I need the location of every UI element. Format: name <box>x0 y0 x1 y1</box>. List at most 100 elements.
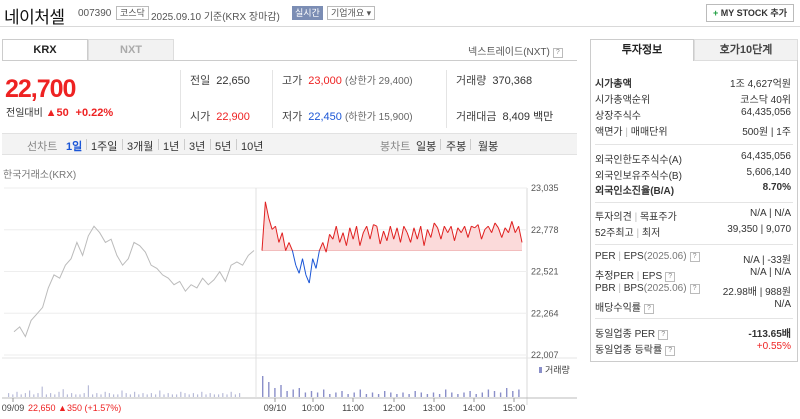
up-series-segment <box>453 227 459 241</box>
volume-bar <box>92 394 94 397</box>
volume-bar <box>155 394 157 397</box>
period-5y[interactable]: 5년 <box>215 141 232 153</box>
up-series-segment <box>342 232 347 246</box>
help-icon[interactable]: ? <box>658 330 669 340</box>
volume-bar <box>268 382 270 397</box>
foreign-hold-value: 5,606,140 <box>746 167 792 178</box>
help-icon[interactable]: ? <box>665 272 676 282</box>
rank-row: 시가총액순위 코스닥 40위 <box>595 91 791 106</box>
industry-rate-value: +0.55% <box>756 341 791 352</box>
period-3y[interactable]: 3년 <box>189 141 206 153</box>
volume-bar <box>218 394 220 397</box>
help-icon[interactable]: ? <box>689 252 700 262</box>
divider <box>158 139 159 150</box>
up-series-segment <box>386 226 391 241</box>
volume-bar <box>414 391 416 397</box>
volume-bar <box>50 393 52 397</box>
up-series-segment <box>406 232 412 243</box>
period-weekly[interactable]: 주봉 <box>446 141 467 153</box>
up-series-segment <box>399 226 405 243</box>
volume-bar <box>205 394 207 397</box>
volume-bar <box>402 392 404 397</box>
divider <box>236 139 237 150</box>
tab-nxt[interactable]: NXT <box>88 39 174 61</box>
x-tick-label: 15:00 <box>503 403 526 413</box>
help-icon[interactable]: ? <box>665 346 676 356</box>
market-cap-label: 시가총액 <box>595 79 632 90</box>
realtime-button[interactable]: 실시간 <box>292 6 323 20</box>
trade-unit-label: 매매단위 <box>630 127 668 138</box>
up-series-segment <box>487 225 493 233</box>
industry-per-label: 동일업종 PER <box>595 329 656 340</box>
divider <box>272 70 273 128</box>
period-1y[interactable]: 1년 <box>163 141 180 153</box>
volume-bar <box>359 389 361 397</box>
volume-bar <box>420 392 422 397</box>
volume-bar <box>134 391 136 397</box>
volume-bar <box>493 391 496 397</box>
period-3m[interactable]: 3개월 <box>127 141 154 153</box>
nextrade-label: 넥스트레이드(NXT)? <box>468 43 563 58</box>
volume: 거래량 370,368 <box>456 72 532 88</box>
divider <box>122 139 123 150</box>
divider <box>2 60 577 61</box>
period-daily[interactable]: 일봉 <box>416 141 437 153</box>
rank-value: 코스닥 40위 <box>740 95 791 106</box>
period-1d[interactable]: 1일 <box>66 141 83 153</box>
volume-bar <box>75 394 77 397</box>
volume-bar <box>226 394 228 397</box>
up-series-segment <box>416 226 422 240</box>
high-value: 23,000 <box>308 75 342 87</box>
volume-bar <box>66 394 68 397</box>
company-overview-dropdown[interactable]: 기업개요 ▾ <box>327 6 376 20</box>
investment-info-panel: 시가총액 1조 4,627억원 시가총액순위 코스닥 40위 상장주식수 64,435… <box>590 60 798 362</box>
prev-close-label: 전일 <box>190 75 211 87</box>
market-cap-row: 시가총액 1조 4,627억원 <box>595 75 791 90</box>
up-series-segment <box>450 226 455 241</box>
price-chart[interactable]: 23,035 22,778 22,521 22,264 22,007 09/09 09/1… <box>0 175 578 419</box>
tab-investment-info[interactable]: 투자정보 <box>590 39 694 61</box>
low-price: 저가 22,450 (하한가 15,900) <box>282 108 413 124</box>
help-icon[interactable]: ? <box>644 304 654 314</box>
volume-bar <box>192 393 194 397</box>
w52-high-label: 52주최고 <box>595 228 634 239</box>
prev-day-price: 22,650 <box>28 403 56 413</box>
volume-bar <box>71 393 73 397</box>
volume-bar <box>518 389 520 397</box>
opinion-value: N/A | N/A <box>750 208 791 219</box>
volume-bar <box>58 391 60 397</box>
up-series-segment <box>464 226 469 238</box>
w52-value: 39,350 | 9,070 <box>727 224 791 235</box>
period-1w[interactable]: 1주일 <box>91 141 118 153</box>
x-tick-label: 13:00 <box>423 403 446 413</box>
volume-bar <box>298 388 300 397</box>
up-series-segment <box>379 230 385 245</box>
help-icon[interactable]: ? <box>552 48 563 58</box>
volume-bar <box>197 394 199 397</box>
industry-per-row: 동일업종 PER? -113.65배 <box>595 325 791 340</box>
period-monthly[interactable]: 월봉 <box>478 141 499 153</box>
period-10y[interactable]: 10년 <box>241 141 264 153</box>
add-mystock-button[interactable]: + MY STOCK 추가 <box>706 4 794 22</box>
x-tick-label: 11:00 <box>342 403 364 413</box>
tab-order-book[interactable]: 호가10단계 <box>694 39 798 61</box>
volume-bar <box>335 392 337 397</box>
up-series-segment <box>281 232 287 251</box>
shares-label: 상장주식수 <box>595 111 641 122</box>
divider <box>595 202 793 203</box>
volume-bar <box>125 393 127 397</box>
volume-bar <box>96 393 98 397</box>
pbr-date: (2025.06) <box>643 283 687 294</box>
up-series-segment <box>508 221 513 233</box>
down-series-segment <box>302 258 307 276</box>
up-series-segment <box>481 229 486 240</box>
volume-bar <box>408 394 410 397</box>
volume-bar <box>280 385 282 397</box>
diff-value: 50 <box>56 107 69 119</box>
help-icon[interactable]: ? <box>689 284 700 294</box>
volume-bar <box>222 393 224 397</box>
volume-bar <box>121 390 123 397</box>
tab-krx[interactable]: KRX <box>2 39 88 61</box>
volume-bar <box>438 394 441 397</box>
low-value: 22,450 <box>308 111 342 123</box>
